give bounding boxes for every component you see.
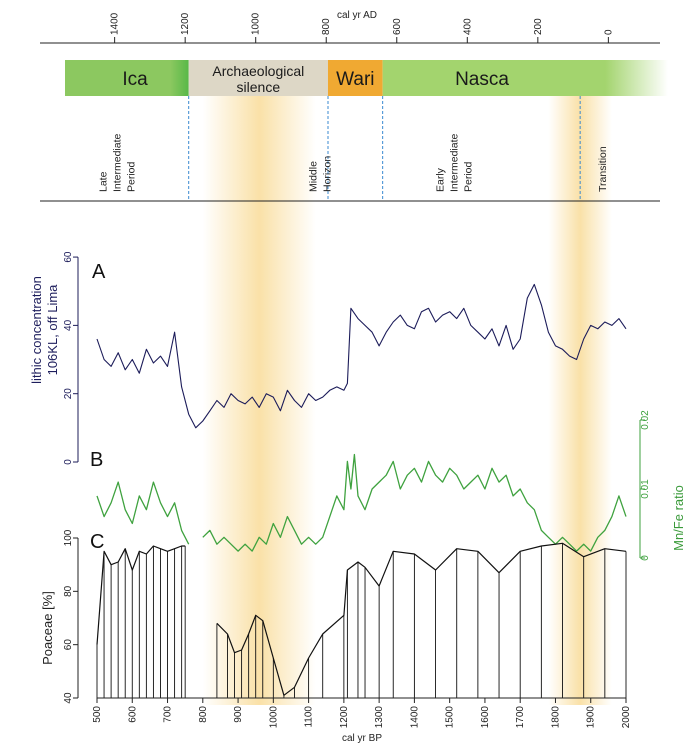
top-tick-label: 800 <box>321 18 332 35</box>
panel-letter-b: B <box>90 449 103 471</box>
period-label: Late <box>98 171 110 192</box>
era-label: Ica <box>122 69 148 90</box>
highlight-bands <box>202 60 612 705</box>
panel-c-poaceae: 40 60 80 100 <box>63 529 627 704</box>
bottom-tick-label: 1100 <box>304 706 315 728</box>
era-block-ica <box>65 60 189 96</box>
panel-letter-a: A <box>92 261 106 283</box>
y-tick-label: 60 <box>63 639 74 651</box>
series-line-0 <box>96 545 186 645</box>
y-tick-label: 0 <box>63 459 74 465</box>
panel-a-lithic: 0 20 40 60 <box>63 251 627 465</box>
bottom-tick-label: 1300 <box>374 706 385 729</box>
top-axis-title: cal yr AD <box>337 10 377 21</box>
period-label: Intermediate <box>449 133 461 192</box>
era-label: Archaeological <box>212 63 304 79</box>
era-block-nasca <box>382 60 668 96</box>
period-label: Middle <box>308 161 320 192</box>
series-line-0 <box>96 283 627 429</box>
panel-letter-c: C <box>90 531 104 553</box>
y-tick-label: 40 <box>63 692 74 704</box>
top-tick-label: 400 <box>462 18 473 35</box>
y-tick-label: 80 <box>63 585 74 597</box>
y-tick-label: 0.01 <box>640 479 651 499</box>
period-labels: Late Intermediate Period Middle Horizon Early… <box>98 96 609 200</box>
bottom-tick-label: 1900 <box>586 706 597 729</box>
y-tick-label: 0 <box>640 555 651 561</box>
panel-b-mnfe: 0 0.01 0.02 <box>96 410 651 561</box>
bottom-tick-label: 1000 <box>268 706 279 729</box>
y-tick-label: 20 <box>63 388 74 400</box>
bottom-tick-label: 600 <box>127 706 138 723</box>
bottom-tick-label: 1500 <box>445 706 456 729</box>
bottom-tick-label: 700 <box>163 706 174 723</box>
top-tick-label: 0 <box>603 29 614 35</box>
panel-b-ylabel: Mn/Fe ratio <box>671 485 686 551</box>
highlight-band-0 <box>202 60 316 705</box>
era-label: Nasca <box>455 69 509 90</box>
period-label: Transition <box>597 146 609 192</box>
bottom-tick-label: 800 <box>198 706 209 723</box>
panel-a-ylabel: lithic concentration 106KL, off Lima <box>29 276 60 384</box>
period-label: Period <box>126 161 138 192</box>
top-tick-label: 1000 <box>251 12 262 35</box>
period-label: Early <box>435 167 447 192</box>
bottom-tick-label: 1400 <box>409 706 420 729</box>
bottom-tick-label: 500 <box>92 706 103 723</box>
top-tick-label: 1200 <box>180 12 191 35</box>
bottom-tick-label: 1800 <box>550 706 561 729</box>
bottom-tick-label: 1200 <box>339 706 350 729</box>
y-tick-label: 0.02 <box>640 410 651 430</box>
bottom-tick-label: 1600 <box>480 706 491 729</box>
era-label: Wari <box>336 69 374 90</box>
period-label: Intermediate <box>112 133 124 192</box>
y-tick-label: 60 <box>63 251 74 263</box>
era-block-wari <box>327 60 383 96</box>
bottom-tick-label: 1700 <box>515 706 526 729</box>
era-label: silence <box>237 79 281 95</box>
top-tick-label: 200 <box>533 18 544 35</box>
bottom-tick-label: 900 <box>233 706 244 723</box>
series-line-0 <box>96 481 190 545</box>
top-tick-label: 1400 <box>110 12 121 35</box>
era-block-archaeological-silence <box>188 60 328 96</box>
series-line-1 <box>202 453 627 552</box>
period-label: Horizon <box>322 156 334 192</box>
period-label: Period <box>463 161 475 192</box>
top-age-axis: cal yr AD 1400 1200 1000 800 600 400 200 0 <box>40 10 660 44</box>
y-tick-label: 40 <box>63 319 74 331</box>
bottom-tick-label: 2000 <box>621 706 632 729</box>
panel-c-ylabel: Poaceae [%] <box>40 591 55 665</box>
y-tick-label: 100 <box>63 529 74 546</box>
panel-a-ylabel-line2: 106KL, off Lima <box>45 284 60 376</box>
top-tick-label: 600 <box>392 18 403 35</box>
bottom-axis-title: cal yr BP <box>342 733 382 744</box>
panel-a-ylabel-line1: lithic concentration <box>29 276 44 384</box>
bottom-age-axis: cal yr BP 500 600 700 800 900 1000 1100 1200 130… <box>92 697 632 744</box>
